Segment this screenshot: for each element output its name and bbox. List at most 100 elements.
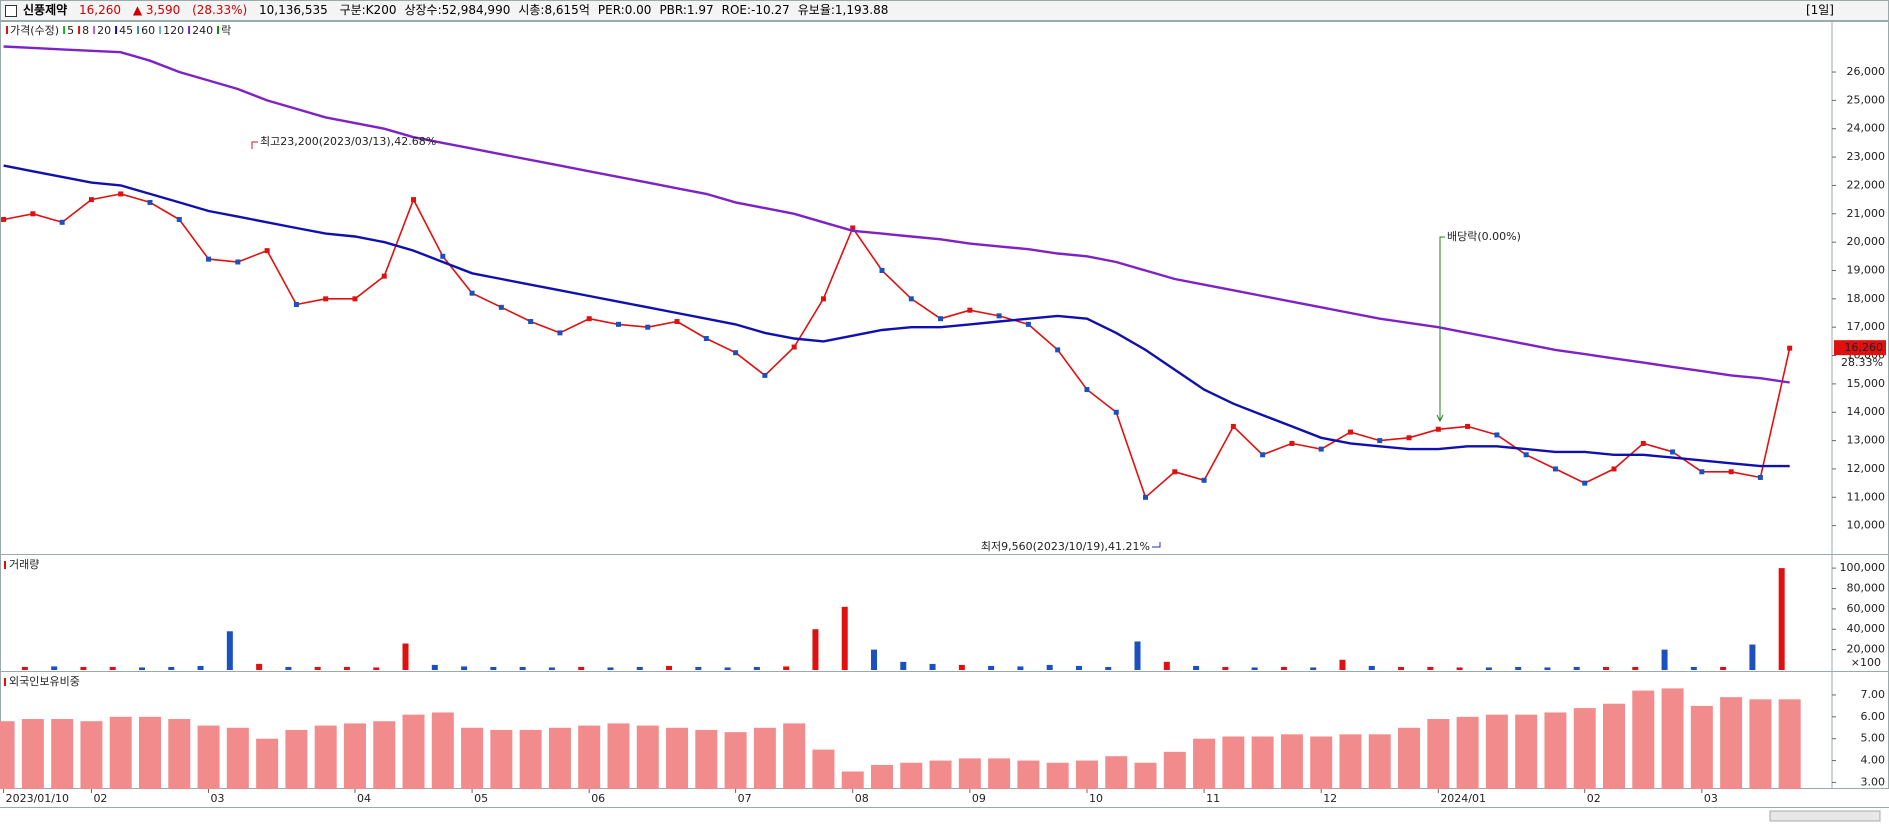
bar (109, 716, 132, 789)
header-item: 구분:K200 (339, 3, 397, 17)
bar (900, 762, 923, 789)
x-tick-label: 11 (1206, 792, 1220, 805)
bar (958, 664, 965, 670)
bar (1720, 697, 1743, 789)
change-tag-label: 28.33% (1841, 356, 1883, 369)
bar (988, 665, 995, 670)
volume: 10,136,535 (259, 3, 328, 17)
series-line (3, 45, 1790, 384)
y-tick-label: 100,000 (1840, 561, 1886, 574)
panel-title: 거래량 (9, 558, 39, 571)
bar (1163, 751, 1186, 789)
price-point (850, 225, 856, 231)
bar (871, 649, 877, 670)
bar (1193, 665, 1200, 670)
y-tick-label: 7.00 (1861, 688, 1886, 701)
bar (578, 725, 601, 789)
bar (1573, 666, 1580, 670)
bar (1661, 688, 1684, 789)
bar (753, 727, 776, 789)
bar (1485, 667, 1492, 670)
price-point (1113, 409, 1119, 415)
bar (197, 665, 204, 670)
price-point (1172, 469, 1178, 475)
price-point (879, 267, 885, 273)
bar (519, 666, 526, 670)
legend-swatch (6, 26, 8, 34)
price-point (323, 296, 329, 302)
y-tick-label: 5.00 (1861, 732, 1886, 745)
volume-unit: ×100 (1851, 656, 1881, 669)
price-point (264, 248, 270, 254)
bar (724, 667, 731, 670)
bar (1075, 760, 1098, 789)
bar (1632, 666, 1639, 670)
annotation-dividend: 배당락(0.00%) (1447, 230, 1521, 243)
y-tick-label: 13,000 (1847, 434, 1886, 447)
bar (1339, 734, 1362, 789)
bar (1749, 699, 1772, 789)
legend-label: 락 (221, 24, 231, 37)
price-point (352, 296, 358, 302)
bar (783, 723, 806, 789)
price-point (1699, 469, 1705, 475)
price-point (498, 304, 504, 310)
y-tick-label: 22,000 (1847, 178, 1886, 191)
price-point (1347, 429, 1353, 435)
price-point (293, 302, 299, 308)
price-point (762, 372, 768, 378)
y-tick-label: 14,000 (1847, 405, 1886, 418)
bar (695, 666, 702, 670)
bar (1134, 762, 1157, 789)
series-line (3, 193, 1791, 499)
bar (1778, 699, 1801, 789)
price-point (1728, 469, 1734, 475)
price-point (908, 296, 914, 302)
y-tick-label: 6.00 (1861, 710, 1886, 723)
bar (929, 663, 936, 670)
bar (1456, 716, 1479, 789)
y-tick-label: 40,000 (1847, 622, 1886, 635)
bar (490, 729, 513, 789)
price-point (1025, 321, 1031, 327)
legend-swatch (115, 26, 118, 34)
y-tick-label: 12,000 (1847, 462, 1886, 475)
price-point (118, 191, 124, 197)
price-point (674, 319, 680, 325)
scrollbar (1769, 810, 1881, 822)
bar (1603, 666, 1609, 670)
price-point (1055, 347, 1061, 353)
bar (636, 666, 643, 670)
period[interactable]: [1일] (1805, 3, 1834, 17)
bar (226, 631, 233, 670)
legend-swatch (78, 26, 81, 34)
price-point (1465, 423, 1471, 429)
annotation-arrow (251, 141, 258, 149)
y-tick-label: 3.00 (1861, 775, 1886, 788)
bar (256, 663, 263, 670)
bar (373, 721, 396, 789)
bar (1280, 666, 1287, 670)
legend-swatch (188, 26, 191, 34)
bar (871, 764, 893, 789)
price-point (147, 199, 153, 205)
y-tick-label: 20,000 (1847, 643, 1886, 656)
annotation-low: 최저9,560(2023/10/19),41.21% (981, 540, 1150, 553)
checkbox[interactable] (5, 5, 17, 17)
price-point (528, 319, 534, 325)
legend-label: 8 (82, 24, 89, 37)
header-item: PBR:1.97 (659, 3, 714, 17)
price-point (615, 321, 621, 327)
price-tag (1834, 340, 1886, 356)
bar (783, 666, 790, 670)
bar (461, 727, 484, 789)
y-tick-label: 10,000 (1847, 519, 1886, 532)
bar (1280, 734, 1303, 789)
price-tag-label: 16,260 (1845, 341, 1884, 354)
change: ▲ 3,590 (132, 3, 181, 17)
price-point (1552, 466, 1558, 472)
bar (1310, 736, 1333, 789)
bar (285, 729, 308, 789)
price-point (733, 350, 739, 356)
